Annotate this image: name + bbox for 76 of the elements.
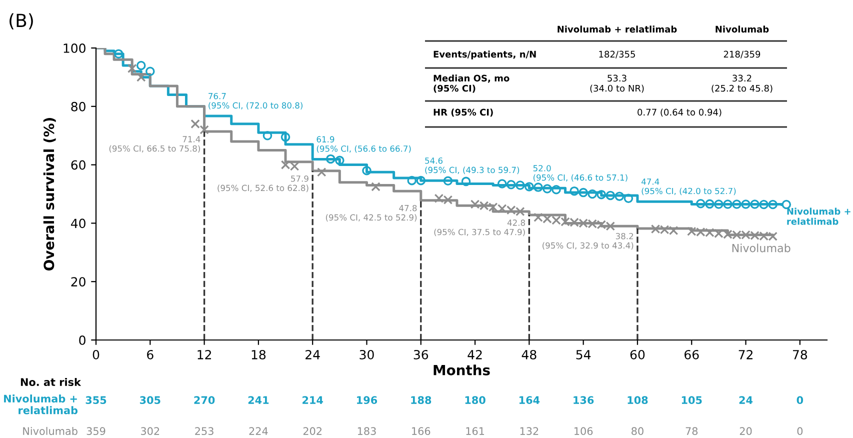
text: 305	[140, 396, 160, 404]
y-tick-label: 0	[79, 335, 86, 345]
annotation: 53.3 (34.0 to NR)	[590, 74, 644, 93]
x-tick-label: 12	[198, 350, 211, 360]
annotation: 33.2 (25.2 to 45.8)	[712, 74, 772, 93]
annotation: 47.8 (95% CI, 42.5 to 52.9)	[326, 204, 417, 222]
text: 270	[194, 396, 215, 404]
annotation: 42.8 (95% CI, 37.5 to 47.9)	[434, 220, 526, 236]
annotation: 54.6 (95% CI, (49.3 to 59.7)	[425, 157, 520, 174]
x-tick-label: 78	[793, 350, 808, 360]
x-tick-label: 18	[252, 350, 266, 360]
text: 78	[686, 427, 698, 436]
x-tick-label: 60	[630, 350, 645, 360]
x-tick-label: 42	[468, 350, 482, 360]
y-tick-label: 60	[71, 160, 86, 170]
text: Nivolumab + relatlimab	[4, 394, 78, 414]
text: 24	[739, 396, 753, 404]
text: 224	[249, 427, 268, 435]
text: 166	[412, 427, 430, 436]
x-tick-label: 66	[684, 350, 699, 360]
y-tick-label: 20	[71, 277, 86, 287]
annotation: 52.0 (95% CI, (46.6 to 57.1)	[533, 165, 628, 182]
text: No. at risk	[20, 378, 82, 386]
text: Nivolumab + relatlimab	[558, 26, 677, 33]
annotation: 218/359	[724, 50, 760, 58]
text: 214	[302, 396, 323, 404]
text: 241	[248, 396, 269, 404]
annotation: 76.7 (95% CI, (72.0 to 80.8)	[208, 92, 302, 110]
text: 20	[740, 427, 752, 436]
annotation: 182/355	[599, 50, 635, 58]
annotation: 38.2 (95% CI, 32.9 to 43.4)	[542, 232, 634, 250]
x-tick-label: 36	[414, 350, 428, 360]
annotation: 61.9 (95% CI, (56.6 to 66.7)	[316, 136, 411, 153]
x-tick-label: 54	[576, 350, 591, 360]
text: 105	[682, 396, 702, 404]
text: 355	[86, 396, 106, 404]
text: 196	[357, 396, 378, 404]
x-tick-label: 72	[738, 350, 752, 360]
annotation: HR (95% CI)	[434, 108, 493, 117]
text: 202	[303, 427, 322, 436]
text: 188	[411, 396, 432, 404]
text: 161	[466, 427, 484, 436]
x-tick-label: 48	[522, 350, 536, 360]
y-tick-label: 80	[71, 102, 86, 112]
annotation: 47.4 (95% CI, (42.0 to 52.7)	[642, 178, 736, 196]
text: 108	[628, 396, 648, 404]
y-tick-label: 40	[70, 218, 86, 228]
text: 302	[141, 427, 160, 436]
x-tick-label: 0	[92, 350, 100, 360]
series-label: Nivolumab	[732, 244, 790, 252]
text: 132	[520, 427, 538, 436]
annotation: 71.4 (95% CI, 66.5 to 75.8)	[109, 136, 200, 153]
text: 180	[465, 396, 486, 404]
text: 136	[574, 396, 594, 404]
text: 164	[519, 396, 540, 404]
text: 80	[632, 427, 644, 436]
annotation: 57.9 (95% CI, 52.6 to 62.8)	[218, 175, 308, 192]
text: 359	[86, 427, 106, 436]
x-axis-title: Months	[434, 364, 490, 376]
annotation: Median OS, mo (95% CI)	[434, 74, 510, 93]
series-label: Nivolumab + relatlimab	[787, 208, 850, 225]
text: Nivolumab	[716, 26, 769, 33]
text: 0	[797, 427, 803, 436]
text: (B)	[10, 13, 33, 30]
text: 106	[574, 427, 593, 436]
annotation: Events/patients, n/N	[434, 50, 536, 60]
x-tick-label: 6	[147, 350, 154, 360]
annotation: 0.77 (0.64 to 0.94)	[638, 108, 722, 117]
x-tick-label: 30	[360, 350, 374, 360]
text: Nivolumab	[23, 426, 78, 436]
y-tick-label: 100	[64, 43, 86, 53]
text: 0	[796, 396, 804, 404]
text: 253	[195, 427, 214, 436]
y-axis-title: Overall survival (%)	[43, 118, 56, 270]
text: 183	[358, 427, 376, 436]
x-tick-label: 24	[306, 350, 320, 360]
